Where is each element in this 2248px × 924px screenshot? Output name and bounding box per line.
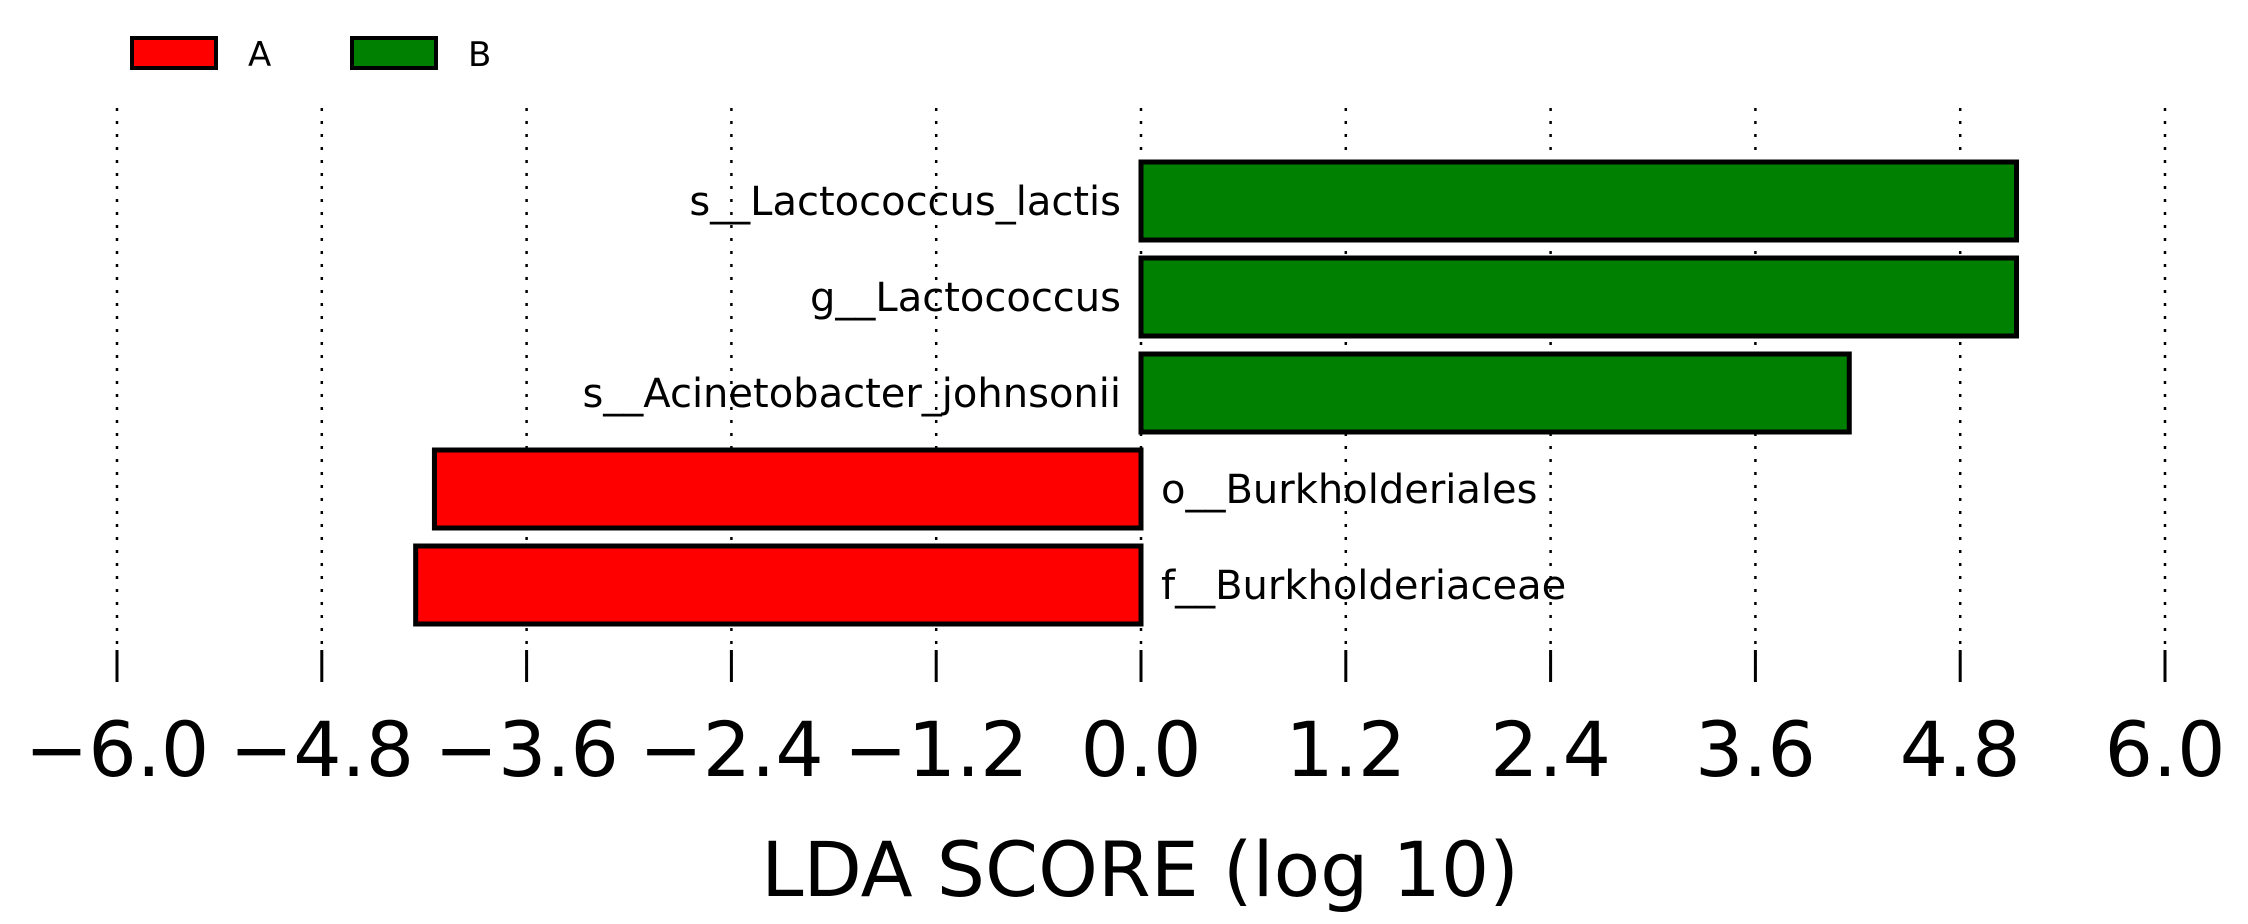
bar-label: s__Lactococcus_lactis <box>689 179 1121 225</box>
bar-b <box>1138 255 2020 339</box>
x-tick-label: 6.0 <box>2105 705 2226 794</box>
bar-a <box>413 543 1144 627</box>
legend-swatch-b <box>350 36 438 70</box>
bars-group <box>413 159 2020 627</box>
x-tick-label: −3.6 <box>434 705 619 794</box>
x-tick-label: −4.8 <box>230 705 415 794</box>
bar-labels-group: s__Lactococcus_lactis g__Lactococcus s__Ac… <box>582 179 1566 609</box>
x-tick-label: −1.2 <box>844 705 1029 794</box>
legend-swatch-a <box>130 36 218 70</box>
x-tick-label: 1.2 <box>1285 705 1406 794</box>
x-tick-label: 4.8 <box>1900 705 2021 794</box>
legend-label: A <box>248 35 271 75</box>
x-tick-labels-group: −6.0 −4.8 −3.6 −2.4 −1.2 0.0 1.2 2.4 3.6 4.8 6.0 <box>25 705 2226 794</box>
x-ticks-group <box>115 650 2167 682</box>
x-tick-label: −2.4 <box>639 705 824 794</box>
bar-b <box>1138 159 2020 243</box>
bar-b <box>1138 351 1852 435</box>
x-tick-label: 3.6 <box>1695 705 1816 794</box>
bar-label: f__Burkholderiaceae <box>1161 563 1566 609</box>
legend-label: B <box>468 35 491 75</box>
x-axis-title: LDA SCORE (log 10) <box>761 825 1519 914</box>
bar-label: s__Acinetobacter_johnsonii <box>582 371 1121 417</box>
x-tick-label: 2.4 <box>1490 705 1611 794</box>
bar-label: g__Lactococcus <box>810 275 1121 321</box>
x-tick-label: −6.0 <box>25 705 210 794</box>
bar-a <box>431 447 1144 531</box>
bar-label: o__Burkholderiales <box>1161 467 1537 513</box>
x-tick-label: 0.0 <box>1081 705 1202 794</box>
